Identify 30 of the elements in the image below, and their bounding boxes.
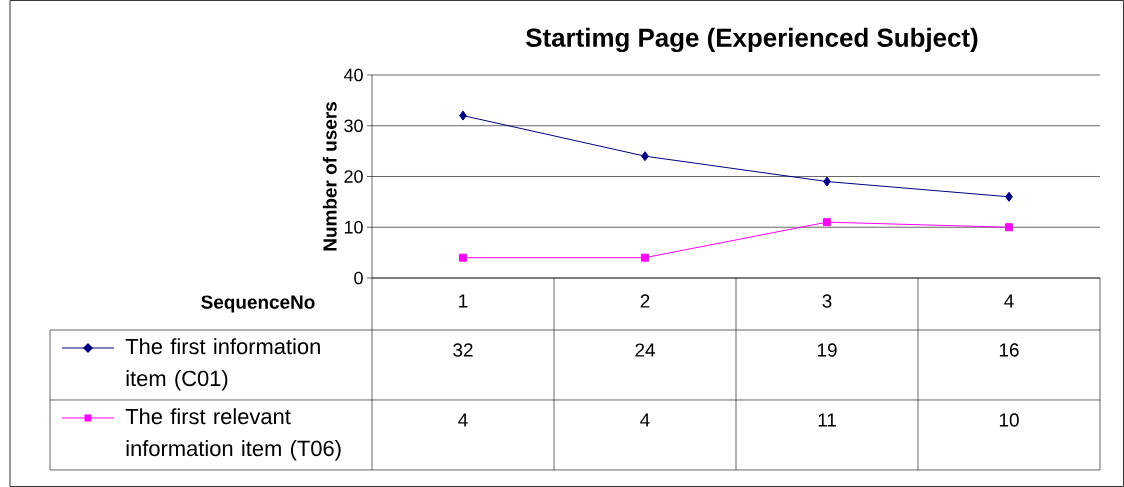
point [1005, 223, 1014, 232]
y-tick-label: 10 [344, 220, 363, 234]
point [641, 151, 649, 162]
data-label: 10 [999, 413, 1019, 427]
x-axis-title: SequenceNo [201, 295, 315, 313]
x-tick-label: 2 [640, 294, 650, 308]
point [459, 253, 468, 262]
point [823, 176, 831, 187]
data-label: 4 [458, 413, 468, 427]
y-tick-label: 20 [344, 170, 363, 183]
y-tick-label: 30 [344, 119, 363, 133]
legend-label: The first relevant information item (T06) [125, 408, 341, 461]
data-label: 32 [453, 343, 473, 357]
legend-label: The first information item (C01) [125, 338, 320, 391]
x-tick-label: 1 [459, 294, 468, 308]
x-tick-label: 3 [822, 294, 832, 308]
chart-title: Startimg Page (Experienced Subject) [526, 27, 978, 53]
point [641, 253, 650, 262]
point [1005, 191, 1013, 202]
y-tick-label: 40 [343, 68, 363, 82]
data-label: 4 [640, 413, 650, 427]
data-label: 19 [817, 343, 837, 357]
point [823, 218, 832, 227]
y-tick-label: 0 [354, 271, 363, 285]
data-label: 16 [999, 343, 1019, 357]
y-axis-title: Number of users [322, 102, 337, 251]
point [459, 110, 467, 121]
data-label: 24 [635, 343, 655, 357]
data-label: 11 [818, 413, 836, 427]
x-tick-label: 4 [1004, 294, 1014, 308]
